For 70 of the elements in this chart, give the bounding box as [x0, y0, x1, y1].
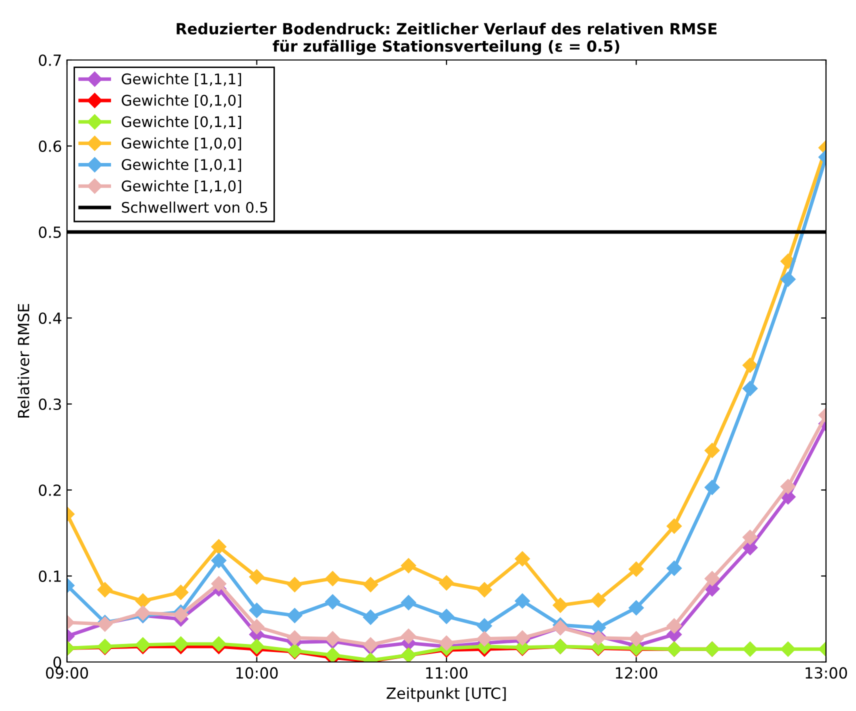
y-tick-label: 0.7	[38, 54, 61, 66]
legend-label: Schwellwert von 0.5	[122, 202, 268, 213]
x-tick-label: 10:00	[236, 667, 278, 679]
point	[780, 478, 796, 494]
point	[363, 577, 378, 592]
point	[97, 582, 113, 598]
point	[476, 582, 492, 598]
x-tick-label: 13:00	[806, 667, 847, 679]
point	[287, 608, 302, 624]
point	[628, 631, 644, 646]
point	[780, 642, 796, 657]
point	[249, 569, 264, 584]
chart-title: Reduzierter Bodendruck: Zeitlicher Verlauf des relativen RMSE für zufällige Stationsverteilung (ε = 0.5)	[176, 22, 717, 55]
point	[249, 638, 264, 654]
y-tick-label: 0.1	[38, 570, 61, 582]
point	[666, 560, 682, 576]
point	[400, 558, 416, 574]
legend-label: Gewichte [1,1,1]	[122, 73, 242, 86]
point	[742, 530, 758, 545]
legend-label: Gewichte [1,1,0]	[122, 180, 242, 194]
point	[704, 571, 720, 586]
x-tick-label: 11:00	[426, 667, 468, 679]
point	[742, 358, 758, 373]
x-axis-title: Zeitpunkt [UTC]	[386, 687, 506, 702]
point	[514, 593, 530, 609]
point	[666, 518, 682, 534]
point	[249, 619, 264, 634]
point	[704, 480, 720, 495]
legend-label: Gewichte [0,1,1]	[122, 116, 242, 129]
point	[704, 442, 720, 458]
y-tick-label: 0	[53, 656, 62, 668]
point	[287, 630, 302, 646]
point	[325, 594, 340, 610]
point	[438, 636, 454, 651]
x-tick-label: 12:00	[616, 667, 658, 679]
y-tick-label: 0.3	[38, 398, 61, 410]
point	[400, 628, 416, 644]
point	[476, 618, 492, 634]
point	[438, 608, 454, 624]
point	[742, 642, 758, 657]
y-axis-title: Relativer RMSE	[18, 304, 30, 418]
y-tick-label: 0.5	[38, 226, 61, 238]
point	[173, 584, 188, 600]
point	[628, 562, 644, 577]
point	[287, 577, 302, 592]
point	[211, 539, 226, 554]
point	[211, 552, 226, 568]
point	[514, 551, 530, 566]
point	[211, 576, 226, 592]
point	[666, 618, 682, 634]
point	[400, 595, 416, 610]
point	[780, 272, 796, 287]
y-tick-label: 0.2	[38, 484, 61, 496]
point	[590, 592, 606, 608]
point	[325, 571, 340, 586]
point	[742, 380, 758, 396]
legend-label: Gewichte [1,0,0]	[122, 137, 242, 150]
point	[249, 602, 264, 618]
y-tick-label: 0.4	[38, 312, 62, 324]
legend-label: Gewichte [1,0,1]	[122, 158, 242, 172]
point	[628, 600, 644, 616]
point	[363, 610, 378, 625]
legend-label: Gewichte [0,1,0]	[122, 94, 242, 108]
point	[135, 593, 150, 609]
point	[780, 254, 796, 269]
y-tick-label: 0.6	[38, 140, 62, 152]
point	[476, 631, 492, 646]
x-tick-label: 09:00	[46, 667, 88, 679]
point	[552, 598, 568, 613]
point	[438, 575, 454, 590]
